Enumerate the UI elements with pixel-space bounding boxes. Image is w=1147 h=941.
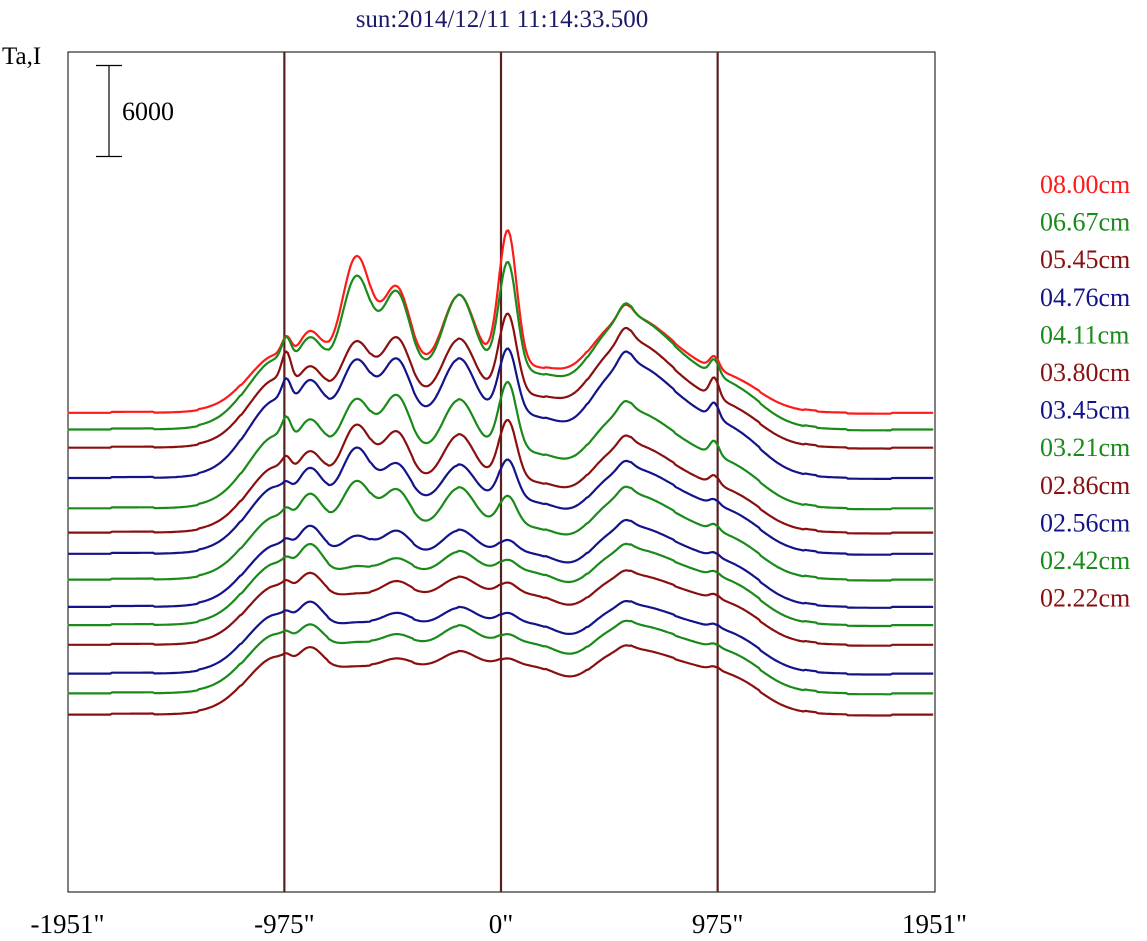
legend-item-8: 02.86cm [1040,471,1130,500]
legend-item-1: 06.67cm [1040,208,1130,237]
legend-item-11: 02.22cm [1040,584,1130,613]
series-line-2 [67,312,934,450]
legend-item-5: 03.80cm [1040,358,1130,387]
legend-item-4: 04.11cm [1040,320,1129,349]
series-line-9 [67,542,934,628]
series-line-7 [67,479,934,582]
series-line-10 [67,569,934,647]
scale-bar-label: 6000 [122,97,174,126]
vertical-markers [283,52,719,892]
series-line-13 [67,644,934,717]
series-line-11 [67,600,934,676]
x-tick-label-4: 1951" [902,909,967,939]
scale-bar: 6000 [96,64,174,158]
x-tick-label-3: 975" [692,909,744,939]
chart-title: sun:2014/12/11 11:14:33.500 [356,6,649,33]
x-tick-label-0: -1951" [30,909,104,939]
series-line-5 [67,419,934,535]
legend-item-3: 04.76cm [1040,283,1130,312]
series-line-3 [67,347,934,480]
legend-item-2: 05.45cm [1040,245,1130,274]
legend-item-6: 03.45cm [1040,396,1130,425]
legend-item-10: 02.42cm [1040,546,1130,575]
x-tick-label-1: -975" [254,909,315,939]
legend-item-9: 02.56cm [1040,508,1130,537]
series-line-1 [67,261,934,432]
series-lines [67,229,934,717]
series-line-0 [67,229,934,415]
series-line-8 [67,518,934,609]
legend: 08.00cm 06.67cm 05.45cm 04.76cm 04.11cm 03.80… [1040,170,1130,613]
legend-item-0: 08.00cm [1040,170,1130,199]
x-tick-labels: -1951" -975" 0" 975" 1951" [30,909,967,939]
series-line-6 [67,446,934,556]
y-axis-label: Ta,I [2,43,41,70]
x-tick-label-2: 0" [489,909,514,939]
series-line-4 [67,381,934,511]
series-line-12 [67,619,934,696]
legend-item-7: 03.21cm [1040,433,1130,462]
